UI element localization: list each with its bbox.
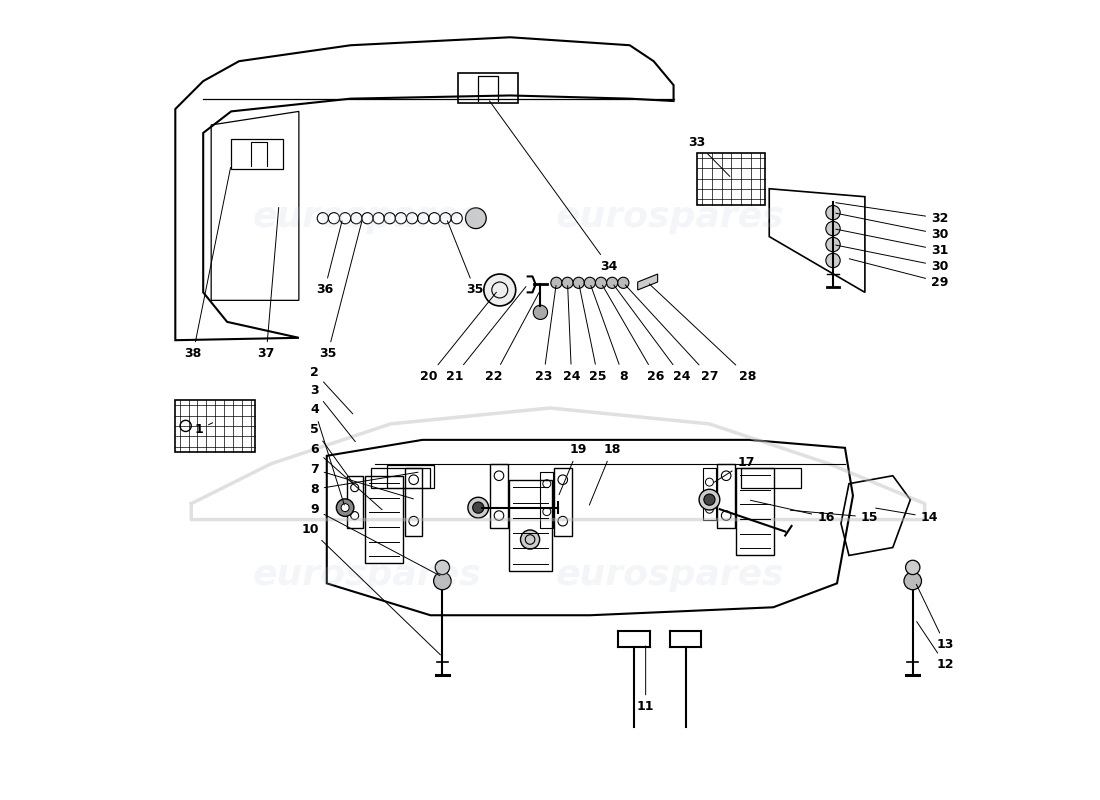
Bar <box>386 466 434 488</box>
Circle shape <box>584 278 595 288</box>
Circle shape <box>180 420 191 431</box>
Text: 24: 24 <box>563 286 581 382</box>
Bar <box>346 476 363 527</box>
Text: 2: 2 <box>310 366 353 414</box>
Text: 6: 6 <box>310 443 382 510</box>
Text: 36: 36 <box>316 221 342 297</box>
Text: 20: 20 <box>420 292 496 382</box>
Bar <box>231 138 283 169</box>
Text: 28: 28 <box>649 284 757 382</box>
Text: 8: 8 <box>310 472 418 496</box>
Circle shape <box>573 278 584 288</box>
Circle shape <box>826 238 840 252</box>
Text: 16: 16 <box>750 500 835 524</box>
Text: 26: 26 <box>603 286 664 382</box>
Text: 14: 14 <box>876 508 938 524</box>
Text: 4: 4 <box>310 403 344 505</box>
Text: 29: 29 <box>849 258 948 289</box>
Circle shape <box>826 254 840 268</box>
Text: 24: 24 <box>614 285 691 382</box>
Text: 30: 30 <box>836 245 948 273</box>
Circle shape <box>473 502 484 514</box>
Bar <box>365 476 404 563</box>
Circle shape <box>534 305 548 319</box>
Bar <box>508 480 552 571</box>
Circle shape <box>520 530 540 549</box>
Bar <box>554 468 572 535</box>
Text: 35: 35 <box>319 221 362 360</box>
Text: eurospares: eurospares <box>252 558 481 592</box>
Text: 23: 23 <box>535 286 556 382</box>
Circle shape <box>595 278 606 288</box>
Text: 21: 21 <box>446 286 526 382</box>
Text: 27: 27 <box>625 285 718 382</box>
Text: 15: 15 <box>790 510 879 524</box>
Text: 13: 13 <box>916 584 954 651</box>
Text: eurospares: eurospares <box>556 558 784 592</box>
Text: 35: 35 <box>448 221 484 297</box>
Text: 37: 37 <box>257 207 278 360</box>
Circle shape <box>341 504 349 512</box>
Text: 31: 31 <box>836 229 948 257</box>
Text: 17: 17 <box>714 456 755 482</box>
Bar <box>491 464 508 527</box>
Circle shape <box>562 278 573 288</box>
Text: eurospares: eurospares <box>556 200 784 234</box>
Bar <box>717 464 735 527</box>
Text: 1: 1 <box>195 422 212 436</box>
Text: 8: 8 <box>591 286 628 382</box>
Bar <box>736 468 774 555</box>
Circle shape <box>826 206 840 220</box>
Text: 33: 33 <box>688 136 729 176</box>
Circle shape <box>826 222 840 236</box>
Polygon shape <box>638 274 658 290</box>
Text: 10: 10 <box>301 522 440 654</box>
Text: 7: 7 <box>310 463 414 499</box>
Text: 25: 25 <box>580 286 606 382</box>
Text: 9: 9 <box>310 502 440 576</box>
Circle shape <box>337 499 354 516</box>
Bar <box>703 468 716 519</box>
Bar <box>459 73 518 103</box>
Text: 12: 12 <box>916 622 954 671</box>
Text: 19: 19 <box>559 443 586 494</box>
Circle shape <box>468 498 488 518</box>
Text: eurospares: eurospares <box>252 200 481 234</box>
Circle shape <box>904 572 922 590</box>
Text: 38: 38 <box>185 167 231 360</box>
Text: 34: 34 <box>490 101 617 273</box>
Bar <box>175 400 255 452</box>
Text: 32: 32 <box>836 202 948 225</box>
Text: 11: 11 <box>637 646 654 714</box>
Circle shape <box>484 274 516 306</box>
Circle shape <box>700 490 719 510</box>
Text: 3: 3 <box>310 384 355 442</box>
Bar <box>697 153 766 205</box>
Circle shape <box>606 278 618 288</box>
Bar <box>405 468 422 535</box>
Text: 22: 22 <box>485 293 539 382</box>
Text: 18: 18 <box>590 443 620 505</box>
Circle shape <box>436 560 450 574</box>
Text: 5: 5 <box>310 423 353 483</box>
Text: 30: 30 <box>836 214 948 241</box>
Bar <box>741 468 801 488</box>
Circle shape <box>618 278 629 288</box>
Bar <box>540 472 553 527</box>
Circle shape <box>433 572 451 590</box>
Circle shape <box>905 560 920 574</box>
Circle shape <box>551 278 562 288</box>
Circle shape <box>704 494 715 506</box>
Circle shape <box>465 208 486 229</box>
Bar <box>371 468 430 488</box>
